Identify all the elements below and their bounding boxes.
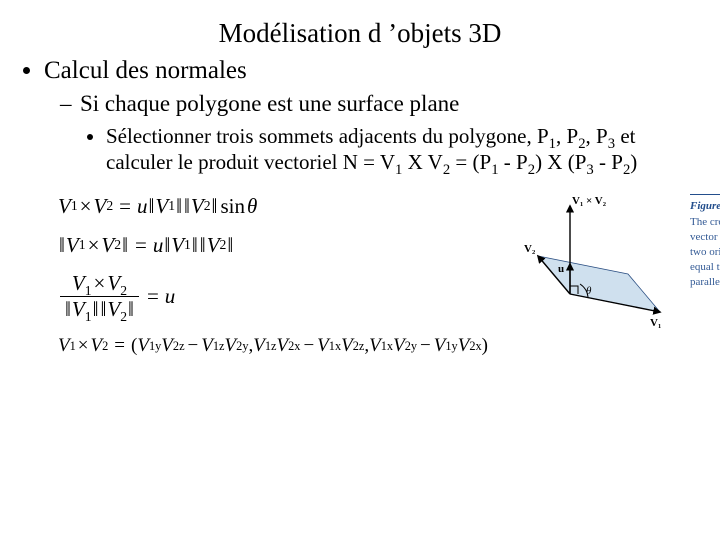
equation-1: V1 × V2 = u ‖V1‖‖V2‖ sin θ: [58, 194, 488, 219]
figure-caption-text: The cross product of two vectors is a ve…: [690, 216, 720, 287]
fraction: V1×V2 ‖V1‖‖V2‖: [60, 272, 139, 321]
label-theta: θ: [586, 285, 592, 297]
bullet-list-level3: Sélectionner trois sommets adjacents du …: [80, 123, 696, 176]
bullet-l1-text: Calcul des normales: [44, 57, 247, 84]
label-v2: V₂: [524, 243, 536, 255]
bullet-list-level1: Calcul des normales Si chaque polygone e…: [24, 55, 696, 176]
equation-3: V1×V2 ‖V1‖‖V2‖ = u: [58, 272, 488, 321]
cross-product-diagram: V₁ × V₂ u V₂ V₁ θ: [510, 194, 680, 344]
equation-block: V1 × V2 = u ‖V1‖‖V2‖ sin θ ‖V1 × V2‖ = u…: [58, 194, 488, 371]
equation-2: ‖V1 × V2‖ = u ‖V1‖‖V2‖: [58, 233, 488, 258]
label-u: u: [558, 263, 564, 275]
figure-caption: Figure A-18 The cross product of two vec…: [690, 194, 720, 290]
bullet-l3: Sélectionner trois sommets adjacents du …: [106, 123, 696, 176]
figure-block: V₁ × V₂ u V₂ V₁ θ Figure A-18 The cross …: [510, 194, 720, 344]
bullet-l2: Si chaque polygone est une surface plane…: [66, 90, 696, 175]
figure-label: Figure A-18: [690, 199, 720, 214]
bullet-l2-text: Si chaque polygone est une surface plane: [80, 91, 459, 116]
equation-4: V1 × V2 = ( V1yV2z − V1zV2y , V1zV2x − V…: [58, 335, 488, 357]
label-v1: V₁: [650, 317, 661, 329]
bullet-list-level2: Si chaque polygone est une surface plane…: [44, 90, 696, 175]
label-v1xv2: V₁ × V₂: [572, 195, 607, 207]
bullet-l1: Calcul des normales Si chaque polygone e…: [44, 55, 696, 176]
slide-title: Modélisation d ’objets 3D: [24, 18, 696, 49]
